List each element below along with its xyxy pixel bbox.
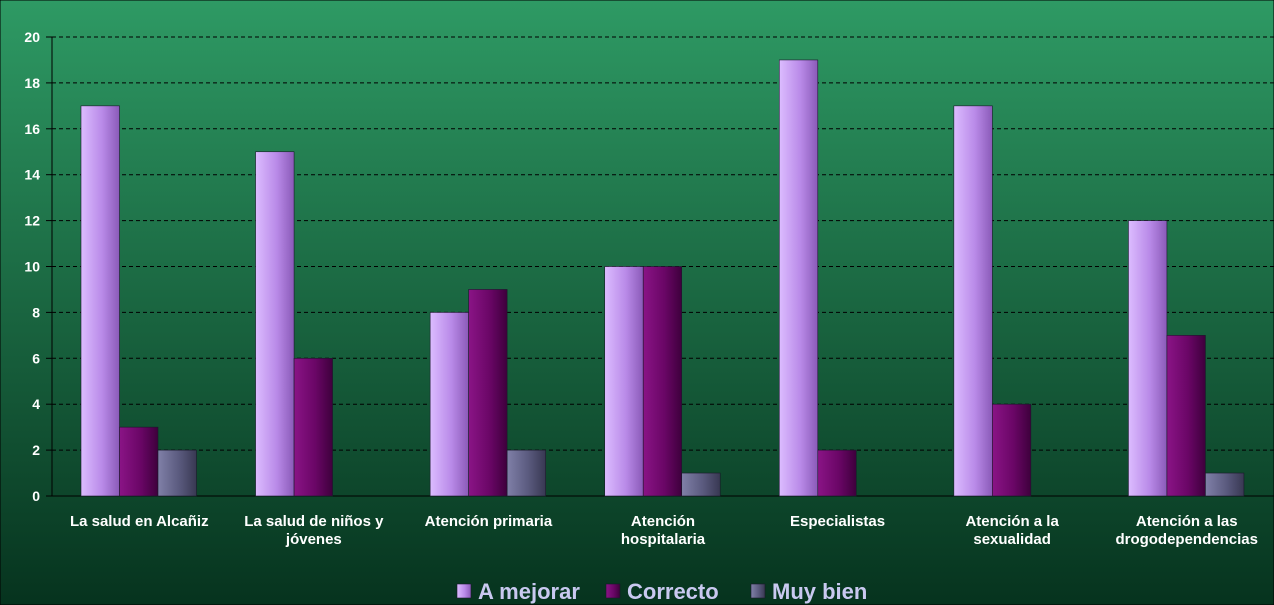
bar-muy-bien [1205, 472, 1245, 497]
bar-correcto [119, 426, 159, 497]
bar-correcto [1166, 335, 1206, 497]
y-tick-label: 18 [24, 75, 40, 91]
legend-label: A mejorar [478, 579, 580, 604]
y-tick-label: 0 [32, 488, 40, 504]
x-category-label: drogodependencias [1115, 531, 1258, 548]
y-tick-label: 4 [32, 396, 40, 412]
bar-correcto [992, 403, 1032, 497]
bar-a-mejorar [1128, 220, 1168, 497]
bar-a-mejorar [429, 312, 469, 497]
bars [80, 59, 1245, 497]
bar-a-mejorar [953, 105, 993, 497]
y-tick-label: 6 [32, 350, 40, 366]
x-category-label: La salud en Alcañiz [70, 513, 209, 530]
bar-muy-bien [506, 449, 546, 497]
y-tick-label: 20 [24, 29, 40, 45]
bar-correcto [817, 449, 857, 497]
legend: A mejorar Correcto Muy bien [456, 579, 867, 604]
bar-muy-bien [157, 449, 197, 497]
legend-label: Correcto [627, 579, 719, 604]
y-tick-label: 10 [24, 259, 40, 275]
bar-muy-bien [681, 472, 721, 497]
x-category-label: Atención primaria [425, 513, 553, 530]
x-category-label: Atención [631, 513, 695, 530]
y-tick-label: 2 [32, 442, 40, 458]
x-axis-labels: La salud en Alcañiz La salud de niños yjó… [70, 513, 1258, 548]
x-category-label: La salud de niños y [244, 513, 384, 530]
y-tick-label: 12 [24, 213, 40, 229]
legend-label: Muy bien [772, 579, 867, 604]
bar-correcto [642, 266, 683, 497]
legend-swatch [605, 583, 621, 599]
y-tick-label: 8 [32, 304, 40, 320]
bar-a-mejorar [255, 151, 295, 497]
x-category-label: jóvenes [285, 531, 342, 548]
bar-a-mejorar [604, 266, 644, 497]
x-category-label: hospitalaria [621, 531, 706, 548]
x-category-label: Atención a las [1136, 513, 1238, 530]
x-category-label: Atención a la [965, 513, 1059, 530]
legend-swatch [750, 583, 766, 599]
bar-a-mejorar [778, 59, 819, 497]
x-category-label: sexualidad [973, 531, 1051, 548]
x-category-label: Especialistas [790, 513, 885, 530]
bar-correcto [293, 357, 333, 497]
y-tick-label: 14 [24, 167, 40, 183]
legend-swatch [456, 583, 472, 599]
y-tick-label: 16 [24, 121, 40, 137]
bar-correcto [468, 289, 508, 497]
bar-a-mejorar [80, 105, 120, 497]
